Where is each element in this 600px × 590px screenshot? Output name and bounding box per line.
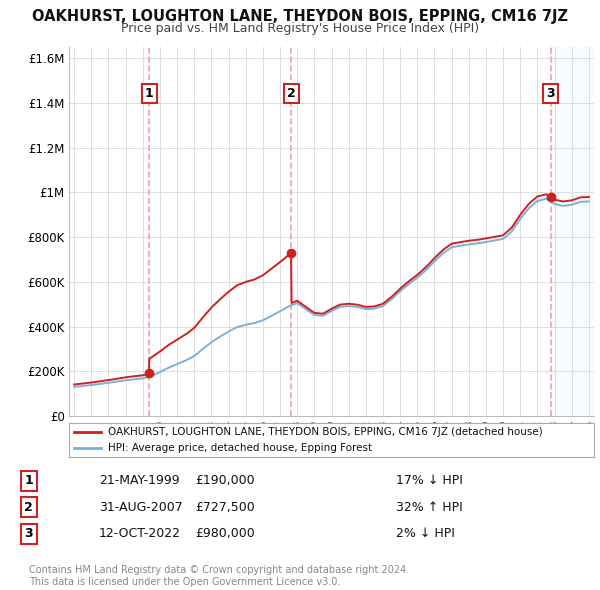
Bar bbox=[551, 47, 594, 416]
Text: 21-MAY-1999: 21-MAY-1999 bbox=[99, 474, 179, 487]
Text: 3: 3 bbox=[547, 87, 555, 100]
Text: 12-OCT-2022: 12-OCT-2022 bbox=[99, 527, 181, 540]
Text: 32% ↑ HPI: 32% ↑ HPI bbox=[396, 501, 463, 514]
Text: Contains HM Land Registry data © Crown copyright and database right 2024.
This d: Contains HM Land Registry data © Crown c… bbox=[29, 565, 409, 587]
Text: 2: 2 bbox=[287, 87, 296, 100]
Text: £980,000: £980,000 bbox=[195, 527, 255, 540]
Text: 2% ↓ HPI: 2% ↓ HPI bbox=[396, 527, 455, 540]
Text: 2: 2 bbox=[25, 501, 33, 514]
Text: 1: 1 bbox=[25, 474, 33, 487]
Text: Price paid vs. HM Land Registry's House Price Index (HPI): Price paid vs. HM Land Registry's House … bbox=[121, 22, 479, 35]
Text: £190,000: £190,000 bbox=[196, 474, 255, 487]
Text: 1: 1 bbox=[145, 87, 154, 100]
Text: OAKHURST, LOUGHTON LANE, THEYDON BOIS, EPPING, CM16 7JZ: OAKHURST, LOUGHTON LANE, THEYDON BOIS, E… bbox=[32, 9, 568, 24]
Text: 31-AUG-2007: 31-AUG-2007 bbox=[99, 501, 183, 514]
Text: 3: 3 bbox=[25, 527, 33, 540]
Text: 17% ↓ HPI: 17% ↓ HPI bbox=[396, 474, 463, 487]
Text: HPI: Average price, detached house, Epping Forest: HPI: Average price, detached house, Eppi… bbox=[109, 442, 373, 453]
Text: £727,500: £727,500 bbox=[195, 501, 255, 514]
Text: OAKHURST, LOUGHTON LANE, THEYDON BOIS, EPPING, CM16 7JZ (detached house): OAKHURST, LOUGHTON LANE, THEYDON BOIS, E… bbox=[109, 427, 543, 437]
